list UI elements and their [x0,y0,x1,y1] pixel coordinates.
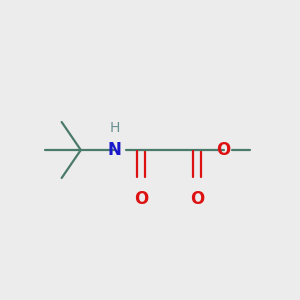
Text: O: O [190,190,204,208]
Text: O: O [134,190,148,208]
Text: H: H [110,121,120,135]
Text: O: O [217,141,231,159]
Text: N: N [108,141,122,159]
